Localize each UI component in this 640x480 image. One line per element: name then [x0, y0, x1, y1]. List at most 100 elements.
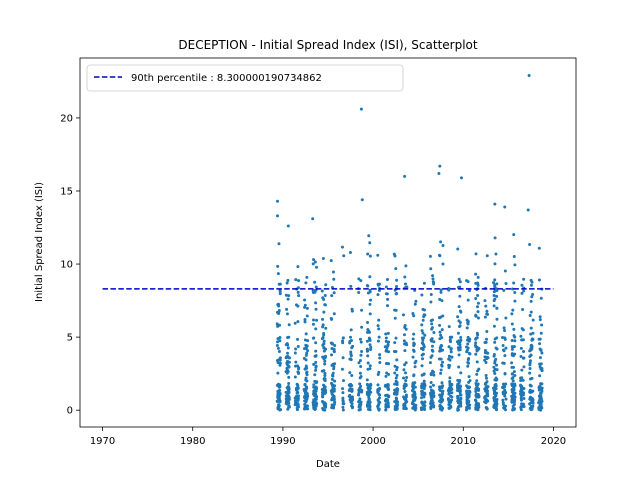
- data-point: [485, 312, 489, 316]
- data-point: [376, 399, 380, 403]
- data-point: [501, 348, 505, 352]
- data-point: [313, 354, 317, 358]
- data-point: [447, 354, 451, 358]
- data-point: [520, 405, 524, 409]
- data-point: [378, 282, 382, 286]
- data-point: [357, 361, 361, 365]
- data-point: [438, 297, 442, 301]
- data-point: [476, 305, 480, 309]
- data-point: [493, 297, 497, 301]
- data-point: [539, 382, 543, 386]
- data-point: [513, 352, 517, 356]
- data-point: [359, 340, 363, 344]
- data-point: [475, 346, 479, 350]
- data-point: [510, 339, 514, 342]
- data-point: [384, 285, 388, 289]
- data-point: [528, 313, 532, 317]
- data-point: [313, 373, 317, 377]
- data-point: [512, 254, 516, 258]
- data-point: [501, 344, 505, 348]
- data-point: [441, 360, 445, 364]
- data-point: [384, 336, 388, 340]
- legend: 90th percentile : 8.300000190734862: [86, 64, 404, 92]
- x-tick-label: 2000: [360, 436, 385, 447]
- data-point: [474, 352, 478, 356]
- data-point: [430, 348, 434, 352]
- data-point: [414, 359, 418, 363]
- data-point: [366, 354, 370, 358]
- data-point: [304, 367, 308, 371]
- data-point: [413, 302, 417, 306]
- data-point: [405, 343, 409, 347]
- data-point: [395, 373, 399, 377]
- data-point: [413, 381, 417, 385]
- data-point: [501, 361, 505, 365]
- data-point: [511, 407, 515, 411]
- data-point: [429, 292, 433, 296]
- data-point: [456, 408, 460, 412]
- data-point: [423, 333, 427, 337]
- data-point: [421, 318, 425, 322]
- data-point: [467, 361, 471, 365]
- data-point: [466, 400, 470, 404]
- data-point: [402, 376, 406, 380]
- data-point: [476, 316, 480, 320]
- plot-frame: [79, 57, 577, 428]
- data-point: [349, 328, 353, 332]
- data-point: [439, 349, 443, 353]
- data-point: [322, 345, 326, 349]
- data-point: [422, 379, 426, 383]
- data-point: [441, 243, 445, 247]
- data-point: [322, 342, 326, 346]
- data-point: [466, 298, 470, 302]
- data-point: [491, 386, 495, 390]
- data-point: [456, 315, 460, 319]
- data-point: [529, 310, 533, 314]
- data-point: [504, 382, 508, 386]
- data-point: [365, 347, 369, 351]
- data-point: [276, 371, 280, 375]
- data-point: [495, 317, 499, 321]
- data-point: [467, 375, 471, 379]
- data-point: [349, 400, 353, 404]
- data-point: [286, 278, 290, 282]
- data-point: [349, 335, 353, 339]
- data-point: [501, 382, 505, 386]
- data-point: [313, 290, 317, 294]
- y-axis-ticks: 0 5 10 15 20: [60, 113, 80, 417]
- data-point: [323, 303, 327, 307]
- data-point: [331, 270, 335, 274]
- data-point: [277, 403, 281, 407]
- data-point: [519, 346, 523, 350]
- data-point: [378, 387, 382, 391]
- data-point: [323, 386, 327, 390]
- data-point: [332, 312, 336, 316]
- data-point: [332, 277, 336, 281]
- data-point: [366, 361, 370, 365]
- data-point: [333, 362, 337, 366]
- data-point: [420, 336, 424, 340]
- data-point: [278, 339, 282, 343]
- data-point: [404, 379, 408, 383]
- data-point: [494, 289, 498, 293]
- data-point: [502, 288, 506, 292]
- data-point: [384, 374, 388, 378]
- data-point: [456, 247, 460, 251]
- data-point: [529, 343, 533, 347]
- data-point: [422, 281, 426, 285]
- data-point: [476, 369, 480, 373]
- data-point: [332, 367, 336, 371]
- data-point: [329, 259, 333, 263]
- data-point: [538, 315, 542, 319]
- data-point: [448, 358, 452, 362]
- data-point: [395, 358, 399, 362]
- data-point-outlier: [437, 171, 441, 175]
- data-point: [465, 279, 469, 283]
- data-point: [386, 344, 390, 348]
- data-point: [404, 406, 408, 410]
- data-point: [502, 326, 506, 330]
- data-point: [483, 358, 487, 362]
- data-point: [393, 254, 397, 258]
- data-point: [501, 398, 505, 402]
- data-point: [474, 387, 478, 391]
